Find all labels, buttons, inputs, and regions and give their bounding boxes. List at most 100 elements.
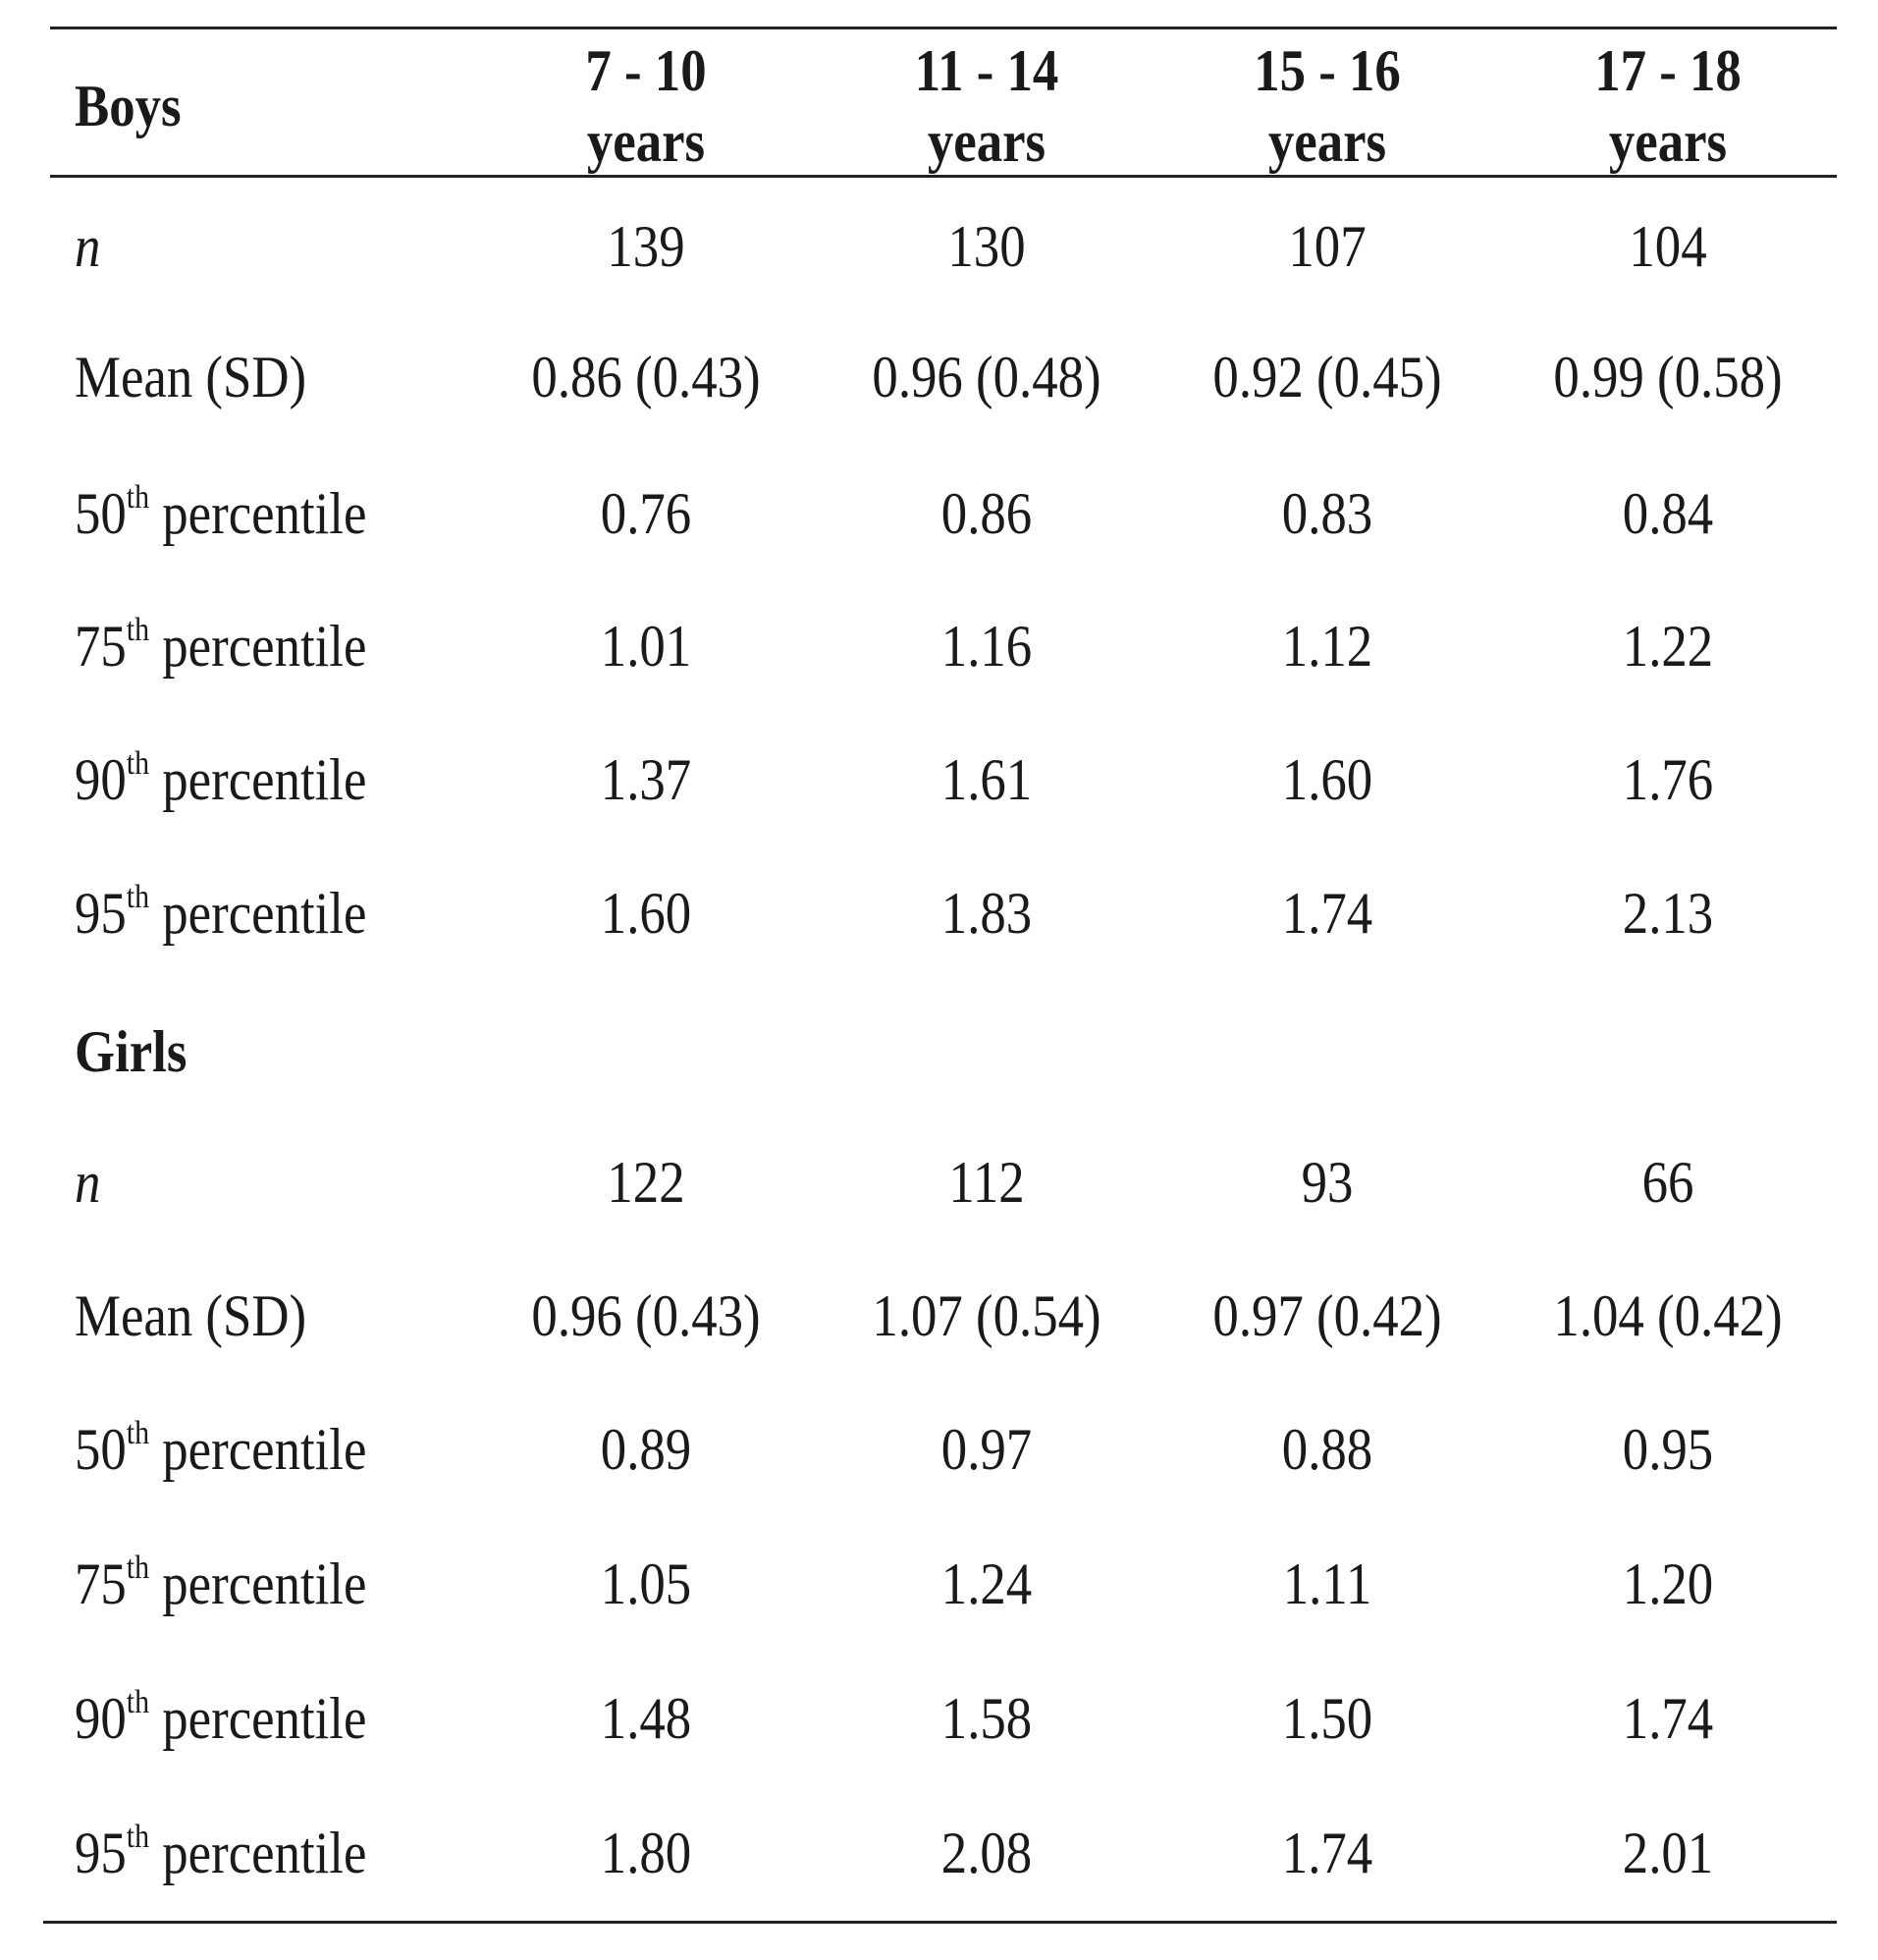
table-cell: 1.11 (1282, 1552, 1372, 1616)
table-cell: 0.86 (0.43) (531, 345, 761, 409)
ordinal-suffix: th (126, 745, 150, 782)
table-cell: 1.04 (0.42) (1553, 1283, 1783, 1348)
table-cell: 0.96 (0.48) (872, 345, 1101, 409)
table-cell: 1.60 (600, 881, 692, 946)
table-cell: 2.08 (940, 1821, 1033, 1885)
row-label-text: 90 (75, 747, 127, 812)
header-rule (50, 175, 1837, 178)
table-cell: 1.20 (1622, 1552, 1714, 1616)
table-cell: 1.22 (1622, 614, 1714, 679)
table-cell: 1.16 (940, 614, 1033, 679)
group-label-girls: Girls (75, 1019, 188, 1084)
column-header-11-14: 11 - 14 years (915, 41, 1059, 171)
table-cell: 122 (607, 1150, 685, 1215)
table-cell: 0.92 (0.45) (1212, 345, 1442, 409)
row-label: 90th percentile (75, 1686, 367, 1751)
age-unit: years (586, 109, 706, 174)
row-label-suffix: percentile (149, 1821, 367, 1885)
age-range: 17 - 18 (1594, 38, 1742, 103)
row-label-text: 95 (75, 1821, 127, 1885)
table-cell: 104 (1629, 214, 1707, 279)
age-unit: years (1267, 109, 1387, 174)
row-label: 90th percentile (75, 747, 367, 812)
ordinal-suffix: th (126, 879, 150, 915)
table-cell: 0.88 (1281, 1417, 1373, 1482)
row-label-text: 50 (75, 481, 127, 546)
row-label-text: 75 (75, 614, 127, 679)
table-cell: 0.97 (0.42) (1212, 1283, 1442, 1348)
row-label-text: 95 (75, 881, 127, 946)
row-label-suffix: percentile (149, 1552, 367, 1616)
row-label: 75th percentile (75, 1552, 367, 1616)
boys-group-label: Boys (75, 74, 182, 138)
row-label-text: Mean (SD) (75, 1283, 307, 1348)
age-unit: years (1608, 109, 1728, 174)
row-label: 95th percentile (75, 1821, 367, 1885)
row-label-suffix: percentile (149, 481, 367, 546)
top-rule (50, 27, 1837, 29)
table-cell: 1.05 (600, 1552, 692, 1616)
table-cell: 1.74 (1281, 1821, 1373, 1885)
table-cell: 107 (1288, 214, 1367, 279)
ordinal-suffix: th (126, 479, 150, 516)
table-cell: 1.74 (1281, 881, 1373, 946)
row-label-suffix: percentile (149, 747, 367, 812)
row-label-text: 90 (75, 1686, 127, 1751)
row-label-suffix: percentile (149, 881, 367, 946)
table-cell: 0.76 (600, 481, 692, 546)
table-cell: 112 (948, 1150, 1025, 1215)
table-cell: 0.84 (1622, 481, 1714, 546)
table-cell: 1.07 (0.54) (872, 1283, 1101, 1348)
table-cell: 1.61 (940, 747, 1033, 812)
table-cell: 66 (1641, 1150, 1694, 1215)
row-label: Mean (SD) (75, 348, 306, 407)
row-label-suffix: percentile (149, 614, 367, 679)
row-label-text: 75 (75, 1552, 127, 1616)
ordinal-suffix: th (126, 612, 150, 648)
table-cell: 1.12 (1281, 614, 1373, 679)
row-label-suffix: percentile (149, 1686, 367, 1751)
row-label: 95th percentile (75, 881, 367, 946)
age-range: 7 - 10 (585, 38, 707, 103)
table-cell: 93 (1301, 1150, 1354, 1215)
table-cell: 2.13 (1622, 881, 1714, 946)
table-cell: 2.01 (1622, 1821, 1714, 1885)
table-cell: 130 (947, 214, 1026, 279)
table-cell: 1.37 (600, 747, 692, 812)
ordinal-suffix: th (126, 1819, 150, 1855)
table-cell: 1.74 (1622, 1686, 1714, 1751)
table-cell: 0.95 (1622, 1417, 1714, 1482)
table-cell: 0.96 (0.43) (531, 1283, 761, 1348)
table-cell: 0.83 (1281, 481, 1373, 546)
age-unit: years (927, 109, 1046, 174)
age-range: 11 - 14 (914, 38, 1059, 103)
ordinal-suffix: th (126, 1415, 150, 1451)
table-cell: 0.86 (940, 481, 1033, 546)
column-header-15-16: 15 - 16 years (1254, 41, 1401, 171)
age-range: 15 - 16 (1254, 38, 1401, 103)
row-label: 50th percentile (75, 481, 367, 546)
table-cell: 1.80 (600, 1821, 692, 1885)
column-header-17-18: 17 - 18 years (1594, 41, 1742, 171)
row-label: 75th percentile (75, 614, 367, 679)
column-header-7-10: 7 - 10 years (585, 41, 706, 171)
row-label-text: n (75, 214, 101, 279)
bottom-rule (43, 1921, 1837, 1924)
table-cell: 1.60 (1281, 747, 1373, 812)
table-cell: 1.01 (600, 614, 692, 679)
table-cell: 1.83 (940, 881, 1033, 946)
row-label-suffix: percentile (149, 1417, 367, 1482)
table-cell: 1.50 (1281, 1686, 1373, 1751)
table-cell: 1.76 (1622, 747, 1714, 812)
table-cell: 0.99 (0.58) (1553, 345, 1783, 409)
table-cell: 0.89 (600, 1417, 692, 1482)
row-label-text: 50 (75, 1417, 127, 1482)
row-label: n (75, 217, 100, 276)
table-cell: 1.58 (940, 1686, 1033, 1751)
row-label-text: Mean (SD) (75, 345, 307, 409)
row-label: Mean (SD) (75, 1286, 306, 1345)
row-label: n (75, 1153, 100, 1212)
row-label-text: n (75, 1150, 101, 1215)
table-cell: 0.97 (940, 1417, 1033, 1482)
table-cell: 139 (607, 214, 685, 279)
